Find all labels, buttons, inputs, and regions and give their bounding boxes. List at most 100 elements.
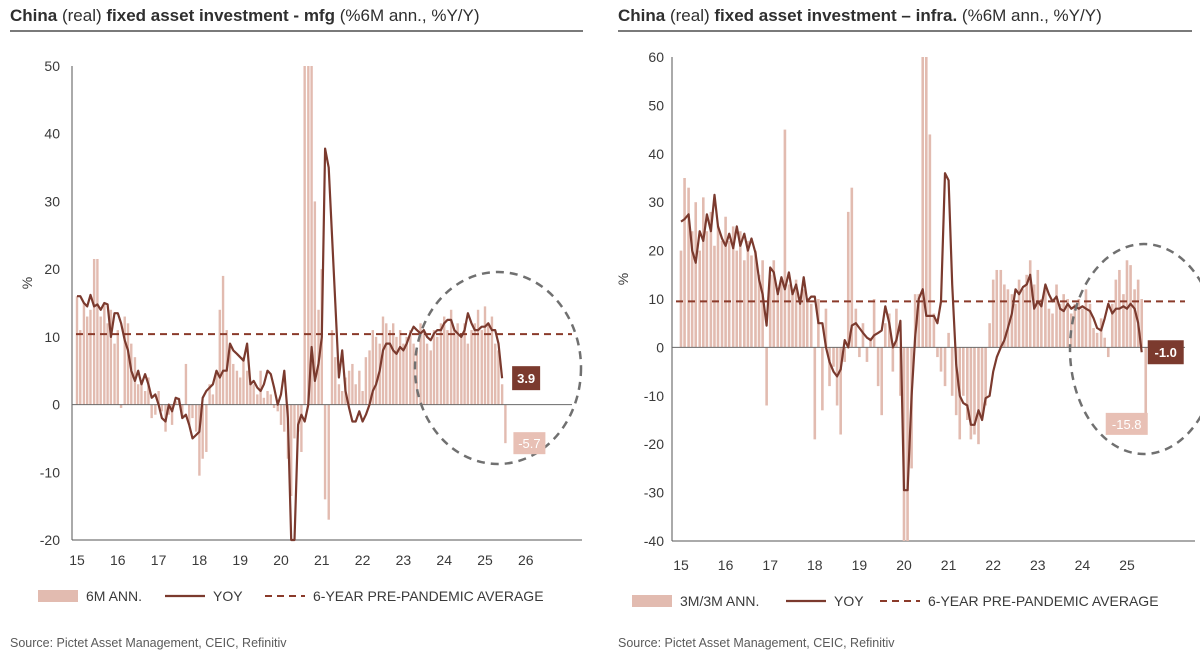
bar [123,316,126,405]
bar [494,343,497,405]
chart-panel-infra: China (real) fixed asset investment – in… [608,0,1200,661]
bar [82,303,86,405]
bar [221,275,225,405]
bar [235,370,239,405]
bar [999,269,1003,348]
x-tick-label: 19 [852,557,868,573]
bar [854,308,858,348]
bar [109,309,113,405]
bar [170,404,174,425]
bar [480,330,483,405]
bar [1133,289,1136,348]
bar [1092,328,1095,348]
x-tick-label: 23 [1030,557,1046,573]
bar [303,66,306,405]
y-tick-label: 10 [648,291,664,307]
bar [1014,303,1017,348]
bar [1088,303,1092,348]
bar [865,347,869,362]
source-note: Source: Pictet Asset Management, CEIC, R… [10,636,287,650]
bar [358,370,361,405]
y-tick-label: 20 [648,243,664,259]
bar [739,231,742,348]
x-tick-label: 18 [192,552,208,568]
bar [813,347,817,440]
bar [939,347,943,372]
bar [232,363,235,405]
bar [683,178,686,348]
bar [368,350,371,405]
y-tick-label: -40 [644,533,664,549]
bar [1036,269,1040,348]
callout-bars-box [1105,412,1148,435]
y-tick-label: 0 [656,339,664,355]
x-tick-label: 23 [396,552,412,568]
bar [1066,299,1069,348]
x-tick-label: 25 [1119,557,1135,573]
bar [828,347,831,387]
bar [772,260,776,348]
bar [307,66,310,405]
bar [776,289,780,348]
bar [713,245,716,348]
bar [293,404,296,439]
bar [174,401,177,405]
bar [92,258,96,405]
bar [184,363,188,405]
title-rule [10,30,583,32]
source-note: Source: Pictet Asset Management, CEIC, R… [618,636,895,650]
legend-avg-label: 6-YEAR PRE-PANDEMIC AVERAGE [313,588,544,604]
bar [787,284,791,348]
bar [425,343,429,405]
highlight-circle [413,270,583,466]
bar [283,404,286,432]
legend-line-label: YOY [834,593,864,609]
bar [313,201,317,405]
bar [768,274,772,348]
bar [1003,284,1006,348]
bar [415,350,419,405]
bar [977,347,980,445]
y-tick-label: -10 [40,464,60,480]
bar [913,294,917,348]
bar [143,391,147,405]
bar [483,306,487,405]
bar [1051,313,1054,348]
bar [86,316,89,405]
bar [96,258,99,405]
bar [757,274,761,348]
bar [150,404,153,419]
bar [679,250,683,348]
bar [1081,308,1084,348]
bar [103,303,106,405]
bar [843,347,846,362]
bar [1010,294,1014,348]
bar [439,323,443,405]
bar [1047,308,1051,348]
bar [839,347,842,435]
bar [453,330,456,405]
bar [269,394,272,405]
bar [995,269,999,348]
bar [354,384,357,405]
callout-yoy-value: -1.0 [1155,345,1177,360]
callout-yoy-value: 3.9 [517,371,535,386]
bar [412,343,415,405]
bar [694,202,698,348]
bar [446,330,449,405]
bar [925,57,928,348]
bar [802,289,805,348]
x-tick-label: 25 [477,552,493,568]
bar [858,347,861,358]
bar [1017,279,1021,348]
bar [436,336,439,405]
bar [1129,265,1132,348]
bar [765,347,768,406]
bar [351,363,354,405]
bar [276,404,279,412]
bar [1099,318,1103,348]
bar [211,394,215,405]
bar [702,197,705,348]
bar [160,404,164,412]
x-tick-label: 17 [151,552,167,568]
